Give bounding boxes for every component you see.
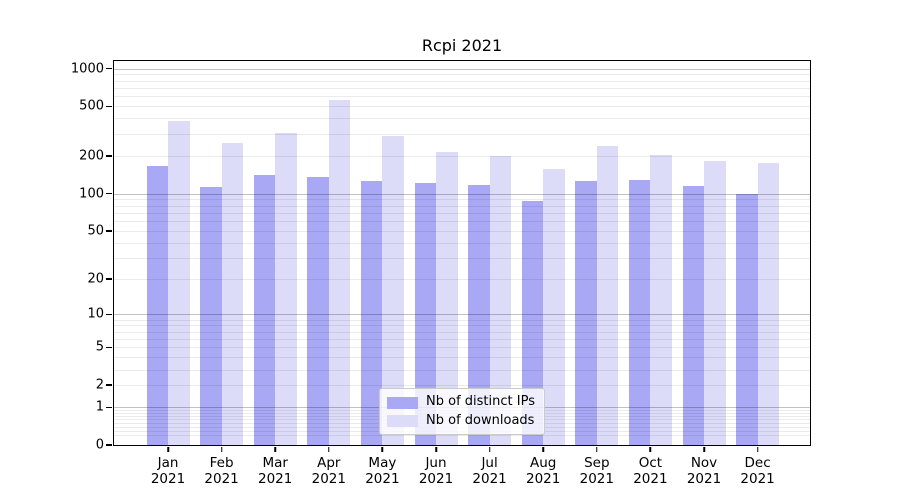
- gridline-minor: [114, 80, 810, 82]
- y-axis-tick-label: 1: [95, 399, 104, 415]
- bar-distinct-ips-oct: [628, 179, 651, 445]
- bar-downloads-jun: [436, 151, 458, 445]
- y-axis-tick-label: 10: [87, 306, 104, 322]
- y-axis-tick: [106, 406, 113, 408]
- y-axis-tick: [106, 313, 113, 316]
- x-axis-tick-label: Dec 2021: [740, 455, 775, 488]
- x-axis-tick: [756, 446, 759, 452]
- x-axis-tick: [167, 446, 169, 452]
- gridline-minor: [114, 156, 810, 158]
- gridline-minor: [114, 74, 810, 76]
- y-axis-tick: [106, 67, 113, 70]
- x-axis-tick-label: Jul 2021: [472, 455, 507, 488]
- x-axis-tick: [488, 446, 491, 452]
- legend-swatch-downloads: [387, 414, 419, 427]
- y-axis-tick: [106, 384, 113, 386]
- x-axis-tick-label: Nov 2021: [686, 455, 722, 488]
- bar-distinct-ips-nov: [682, 186, 704, 445]
- bar-distinct-ips-jul: [468, 184, 490, 445]
- y-axis-tick-label: 500: [79, 98, 104, 114]
- bar-downloads-feb: [221, 142, 244, 445]
- bar-downloads-dec: [757, 163, 780, 445]
- bar-downloads-mar: [275, 132, 297, 445]
- y-axis-tick-label: 5: [95, 339, 104, 355]
- bar-downloads-oct: [650, 155, 672, 445]
- x-axis-tick: [596, 446, 598, 452]
- bar-distinct-ips-sep: [575, 181, 597, 445]
- x-axis-tick-label: Mar 2021: [258, 455, 293, 488]
- legend-label-downloads: Nb of downloads: [426, 412, 535, 428]
- legend-item-downloads: Nb of downloads: [387, 412, 535, 428]
- chart-title: Rcpi 2021: [421, 36, 503, 55]
- bar-distinct-ips-feb: [200, 187, 222, 445]
- gridline-minor: [114, 118, 810, 120]
- bar-distinct-ips-mar: [253, 175, 276, 445]
- bar-distinct-ips-dec: [736, 194, 758, 445]
- y-axis-tick: [106, 278, 113, 280]
- x-axis-tick-label: Aug 2021: [526, 455, 561, 488]
- y-axis-tick-label: 2: [95, 377, 104, 393]
- x-axis-tick-label: May 2021: [365, 455, 400, 488]
- x-axis-tick: [435, 446, 437, 452]
- bar-distinct-ips-may: [360, 181, 383, 445]
- y-axis-tick-label: 0: [95, 437, 104, 453]
- bar-downloads-nov: [704, 160, 726, 445]
- bar-distinct-ips-apr: [307, 176, 329, 445]
- bar-distinct-ips-jan: [146, 165, 168, 445]
- gridline-minor: [114, 96, 810, 98]
- y-axis-tick-label: 100: [79, 186, 104, 202]
- bar-downloads-apr: [328, 100, 351, 445]
- legend-swatch-distinct-ips: [387, 396, 419, 409]
- x-axis-tick: [649, 446, 652, 452]
- gridline-minor: [114, 106, 810, 108]
- bar-distinct-ips-jun: [414, 183, 436, 445]
- y-axis-tick: [106, 444, 113, 446]
- x-axis-tick: [381, 446, 384, 452]
- bar-downloads-sep: [596, 146, 619, 445]
- y-axis-tick-label: 50: [87, 223, 104, 239]
- x-axis-tick-label: Feb 2021: [204, 455, 239, 488]
- bar-downloads-jul: [489, 155, 512, 445]
- x-axis-tick: [328, 446, 330, 452]
- gridline-minor: [114, 88, 810, 89]
- gridline-minor: [114, 134, 810, 136]
- y-axis-tick: [106, 192, 113, 195]
- y-axis-tick: [106, 105, 113, 108]
- y-axis-tick: [106, 155, 113, 157]
- x-axis-tick: [274, 446, 276, 452]
- y-axis-tick: [106, 230, 113, 232]
- bar-downloads-may: [382, 135, 404, 445]
- x-axis-tick-label: Sep 2021: [579, 455, 614, 488]
- plot-area: Nb of distinct IPs Nb of downloads 0 1 2 5 1…: [71, 60, 811, 487]
- bar-distinct-ips-aug: [521, 200, 544, 445]
- x-axis-tick-label: Oct 2021: [633, 455, 668, 488]
- bar-downloads-aug: [543, 168, 565, 445]
- x-axis-tick: [220, 446, 223, 452]
- legend-label-distinct-ips: Nb of distinct IPs: [426, 394, 535, 410]
- legend: Nb of distinct IPs Nb of downloads: [379, 388, 545, 435]
- x-axis-tick-label: Apr 2021: [311, 455, 346, 488]
- y-axis-tick-label: 1000: [70, 61, 104, 77]
- legend-item-distinct-ips: Nb of distinct IPs: [387, 395, 535, 409]
- bar-downloads-jan: [168, 121, 190, 445]
- y-axis-tick-label: 200: [79, 148, 104, 164]
- gridline-major: [114, 68, 810, 70]
- y-axis-tick-label: 20: [87, 271, 104, 287]
- x-axis-tick: [703, 446, 705, 452]
- x-axis-tick-label: Jun 2021: [418, 455, 454, 488]
- y-axis-tick: [106, 346, 113, 349]
- x-axis-tick-label: Jan 2021: [150, 455, 186, 488]
- x-axis-tick: [542, 446, 544, 452]
